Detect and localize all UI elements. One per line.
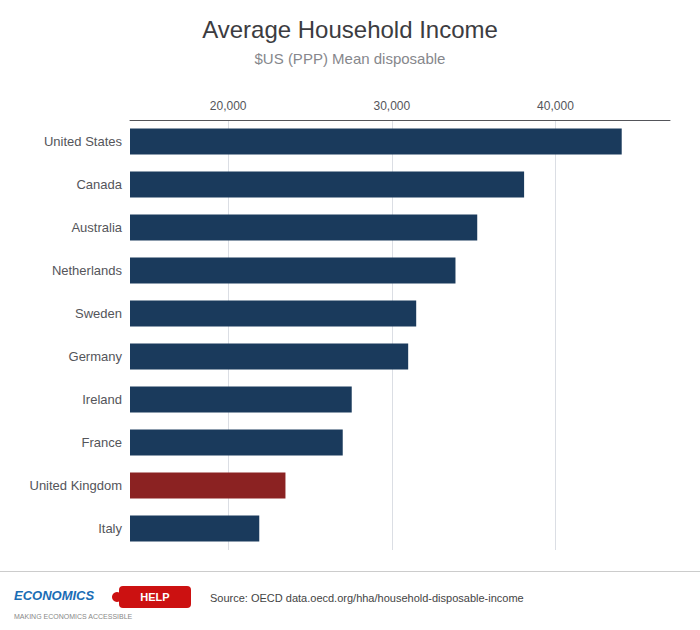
svg-text:HELP: HELP (140, 591, 169, 603)
svg-text:Sweden: Sweden (75, 306, 122, 321)
svg-text:France: France (82, 435, 122, 450)
svg-text:MAKING ECONOMICS ACCESSIBLE: MAKING ECONOMICS ACCESSIBLE (14, 613, 133, 620)
svg-text:Canada: Canada (76, 177, 122, 192)
svg-text:Australia: Australia (71, 220, 122, 235)
svg-text:30,000: 30,000 (373, 99, 410, 113)
svg-text:United States: United States (44, 134, 123, 149)
svg-text:ECONOMICS: ECONOMICS (14, 588, 95, 603)
svg-text:Source: OECD data.oecd.org/hha: Source: OECD data.oecd.org/hha/household… (210, 592, 524, 604)
svg-text:Ireland: Ireland (82, 392, 122, 407)
svg-text:Average Household Income: Average Household Income (202, 16, 498, 43)
svg-text:40,000: 40,000 (537, 99, 574, 113)
svg-text:United Kingdom: United Kingdom (30, 478, 123, 493)
svg-text:20,000: 20,000 (210, 99, 247, 113)
svg-text:Italy: Italy (98, 521, 122, 536)
svg-text:Netherlands: Netherlands (52, 263, 123, 278)
svg-text:$US (PPP) Mean disposable: $US (PPP) Mean disposable (255, 50, 446, 67)
svg-text:Germany: Germany (69, 349, 123, 364)
